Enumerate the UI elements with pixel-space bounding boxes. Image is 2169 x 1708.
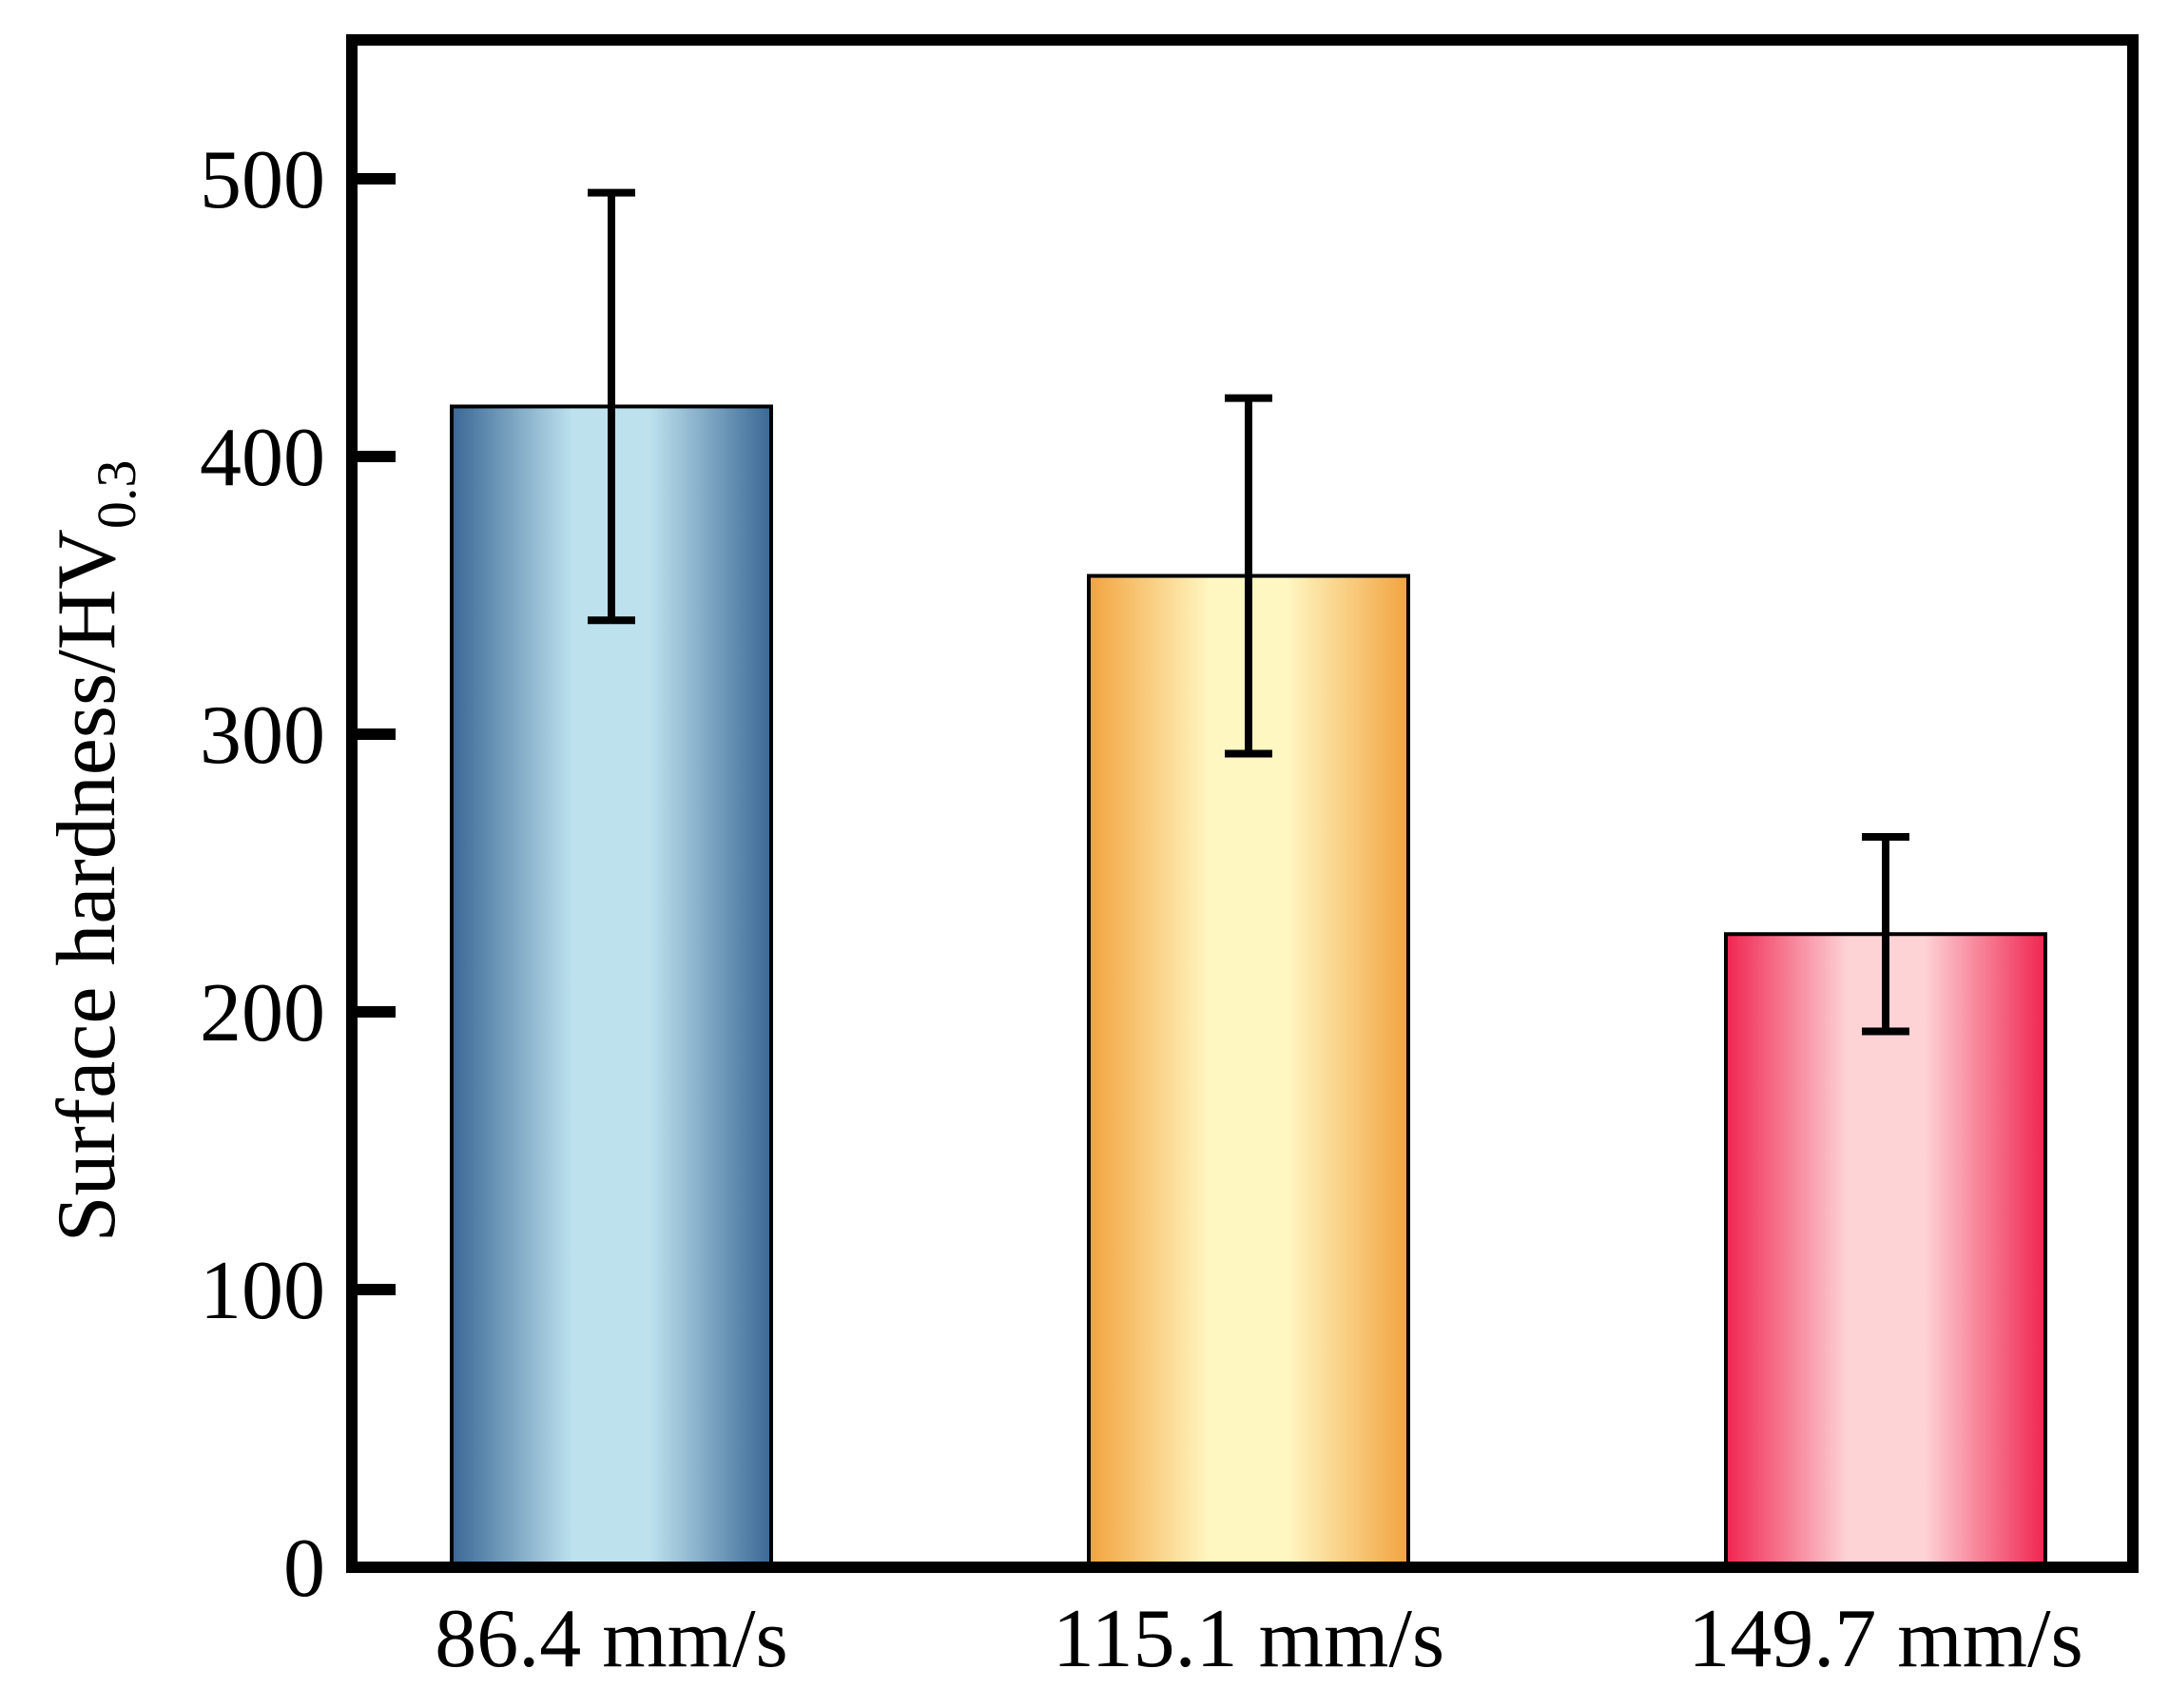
- x-category-label-1: 86.4 mm/s: [435, 1593, 788, 1685]
- y-axis-label-subscript: 0.3: [86, 460, 147, 530]
- x-category-label-2: 115.1 mm/s: [1053, 1593, 1444, 1685]
- plot-frame: [346, 34, 2139, 1573]
- x-category-label-3: 149.7 mm/s: [1688, 1593, 2083, 1685]
- y-tick-label-100: 100: [200, 1245, 325, 1337]
- error-bars-layer: [588, 188, 1909, 1036]
- y-tick-label-500: 500: [200, 134, 325, 226]
- y-tick-label-400: 400: [200, 412, 325, 504]
- y-tick-label-300: 300: [200, 689, 325, 782]
- error-bar-3: [1862, 833, 1909, 1036]
- error-bar-2: [1225, 394, 1272, 758]
- y-tick-label-200: 200: [200, 967, 325, 1059]
- labels-layer: 0 100 200 300 400 500 86.4 mm/s 115.1 mm/s 149.7…: [200, 134, 2083, 1685]
- axes-layer: [346, 34, 2139, 1573]
- y-axis-label: Surface hardness/HV0.3: [41, 460, 147, 1243]
- error-bar-1: [588, 188, 635, 625]
- y-tick-label-0: 0: [283, 1523, 325, 1615]
- y-axis-label-main: Surface hardness/HV: [41, 529, 133, 1242]
